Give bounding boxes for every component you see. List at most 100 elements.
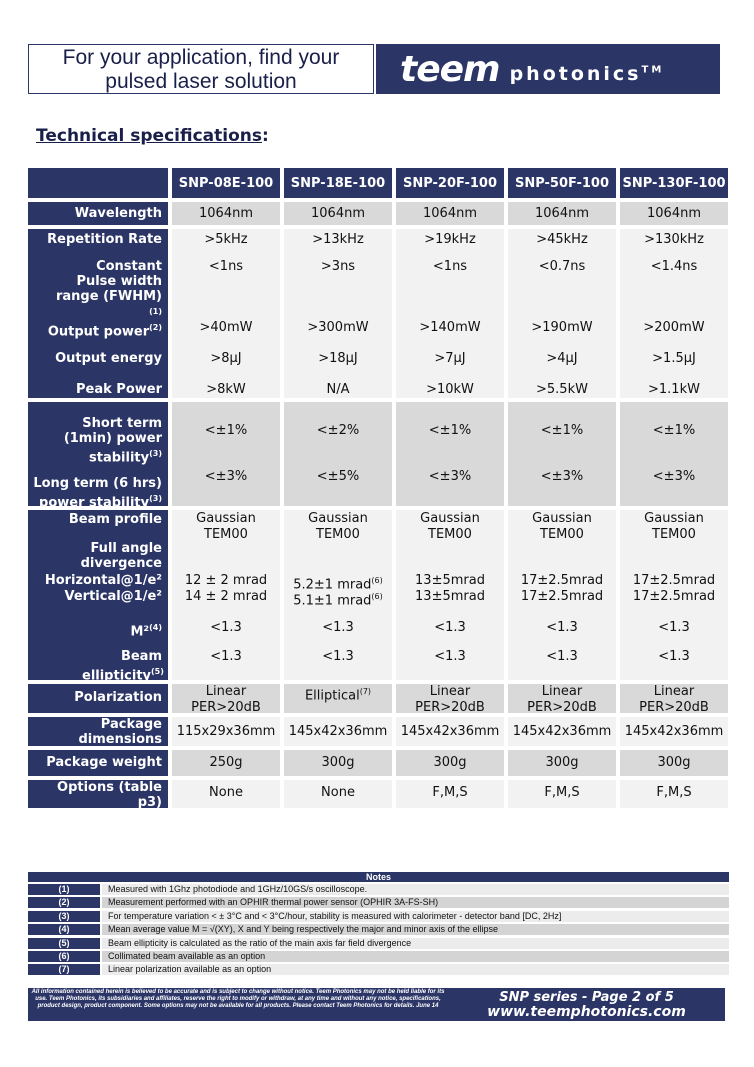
- spec-value-text: <1.3: [546, 649, 578, 664]
- spec-label-text: M²: [130, 624, 150, 640]
- spec-value-text: <±1%: [204, 423, 248, 438]
- spec-value-text: Gaussian TEM00: [196, 511, 256, 542]
- row-group-values-1: None: [172, 780, 280, 808]
- row-group-values-2: None: [284, 780, 392, 808]
- spec-label-text: Horizontal@1/e²: [44, 573, 162, 588]
- section-title-colon: :: [262, 126, 269, 146]
- spec-label-text: Output energy: [55, 351, 162, 366]
- row-group-labels: Package weight: [28, 750, 168, 776]
- row-group-values-5: 1064nm: [620, 202, 728, 225]
- spec-value: <1.3: [396, 649, 504, 665]
- tagline-line1: For your application, find your: [62, 46, 340, 69]
- spec-value-text: Linear PER>20dB: [415, 684, 485, 715]
- spec-value: >140mW: [396, 320, 504, 336]
- spec-value: <1.3: [620, 649, 728, 665]
- row-group-values-3: >19kHz <1ns >140mW >7µJ >10kW: [396, 229, 504, 398]
- spec-value-text: <±1%: [652, 423, 696, 438]
- row-group-values-2: Elliptical(7): [284, 684, 392, 713]
- spec-value: None: [284, 785, 392, 801]
- tagline-line2: pulsed laser solution: [105, 70, 297, 93]
- note-text: Mean average value M = √(XY), X and Y be…: [102, 924, 729, 936]
- spec-value: >200mW: [620, 320, 728, 336]
- footnote-ref: (4): [149, 623, 162, 632]
- note-number: (5): [28, 937, 100, 949]
- spec-value-text: N/A: [326, 382, 350, 397]
- row-group-values-3: Gaussian TEM00 13±5mrad 13±5mrad <1.3 <1.3: [396, 510, 504, 680]
- spec-value-text: 300g: [657, 755, 691, 770]
- spec-value-text: >8kW: [206, 382, 246, 397]
- spec-value-text: F,M,S: [656, 785, 692, 800]
- spec-value-text: Elliptical: [304, 688, 360, 704]
- spec-value: Gaussian TEM00: [186, 511, 266, 543]
- spec-label: Vertical@1/e²: [28, 589, 163, 604]
- model-name: SNP-50F-100: [514, 175, 610, 191]
- spec-value: <±1%: [396, 423, 504, 439]
- website-link[interactable]: www.teemphotonics.com: [487, 1004, 686, 1020]
- spec-value-text: >18µJ: [318, 351, 358, 366]
- row-group-values-4: 145x42x36mm: [508, 717, 616, 746]
- row-group-values-3: 300g: [396, 750, 504, 776]
- logo-word-photonics-text: photonics: [509, 63, 642, 85]
- spec-value: 145x42x36mm: [284, 724, 392, 740]
- spec-value-text: 17±2.5mrad: [520, 589, 604, 604]
- spec-label-text: Polarization: [74, 690, 162, 705]
- spec-value: <±1%: [508, 423, 616, 439]
- spec-value: 13±5mrad: [396, 589, 504, 605]
- spec-label-text: Options (table p3): [57, 780, 162, 810]
- footnote-ref: (3): [149, 449, 162, 458]
- spec-value-text: 13±5mrad: [415, 573, 485, 588]
- spec-value: 250g: [172, 755, 280, 771]
- spec-label: Peak Power: [28, 382, 162, 397]
- spec-value-text: <1.3: [434, 620, 466, 635]
- spec-value: Linear PER>20dB: [410, 684, 490, 716]
- spec-value: 5.1±1 mrad(6): [284, 589, 392, 609]
- column-header-snp-130f-100: SNP-130F-100: [620, 168, 728, 198]
- spec-value-text: 300g: [545, 755, 579, 770]
- spec-value: <±3%: [620, 469, 728, 485]
- model-name: SNP-08E-100: [178, 175, 274, 191]
- spec-label-text: Full angle divergence: [80, 541, 162, 571]
- row-group-values-2: 145x42x36mm: [284, 717, 392, 746]
- spec-value-text: <1.4ns: [650, 259, 698, 274]
- spec-value: 17±2.5mrad: [620, 589, 728, 605]
- spec-value-text: Linear PER>20dB: [527, 684, 597, 715]
- spec-value-text: >130kHz: [644, 232, 704, 247]
- row-group-values-4: Linear PER>20dB: [508, 684, 616, 715]
- footer: All information contained herein is beli…: [28, 988, 725, 1021]
- row-group-labels: Package dimensions: [28, 717, 168, 747]
- spec-label: Repetition Rate: [28, 232, 162, 247]
- spec-value-text: Gaussian TEM00: [420, 511, 480, 542]
- spec-value-text: <±5%: [316, 469, 360, 484]
- spec-value: 1064nm: [172, 206, 280, 222]
- spec-label-text: Peak Power: [76, 382, 162, 397]
- spec-label: Long term (6 hrs) power stability(3): [27, 476, 162, 510]
- spec-value-text: >19kHz: [424, 232, 476, 247]
- spec-label-text: Beam profile: [68, 512, 162, 527]
- teem-photonics-logo: teem photonicsTM: [376, 44, 720, 94]
- spec-value: Linear PER>20dB: [634, 684, 714, 716]
- row-group-values-5: >130kHz <1.4ns >200mW >1.5µJ >1.1kW: [620, 229, 728, 398]
- spec-label: Package dimensions: [72, 717, 163, 747]
- footnote-ref: (1): [149, 307, 162, 316]
- row-group-values-1: Linear PER>20dB: [172, 684, 280, 715]
- spec-value: F,M,S: [396, 785, 504, 801]
- spec-value-text: >1.1kW: [648, 382, 700, 397]
- spec-value: >8µJ: [172, 351, 280, 367]
- spec-value: <±3%: [508, 469, 616, 485]
- spec-value-text: >3ns: [320, 259, 356, 274]
- spec-value: >18µJ: [284, 351, 392, 367]
- spec-value-text: <1.3: [322, 620, 354, 635]
- spec-label: M²(4): [28, 620, 162, 639]
- spec-value: <±3%: [396, 469, 504, 485]
- note-row: (2) Measurement performed with an OPHIR t…: [28, 897, 729, 909]
- spec-value-text: 300g: [433, 755, 467, 770]
- spec-value: 145x42x36mm: [508, 724, 616, 740]
- spec-value: 12 ± 2 mrad: [172, 573, 280, 589]
- spec-value-text: >190mW: [531, 320, 593, 335]
- table-header-corner: [28, 168, 168, 198]
- row-group-values-2: 300g: [284, 750, 392, 776]
- spec-value-text: 1064nm: [311, 206, 365, 221]
- row-group-values-2: <±2% <±5%: [284, 402, 392, 506]
- row-group-values-5: 300g: [620, 750, 728, 776]
